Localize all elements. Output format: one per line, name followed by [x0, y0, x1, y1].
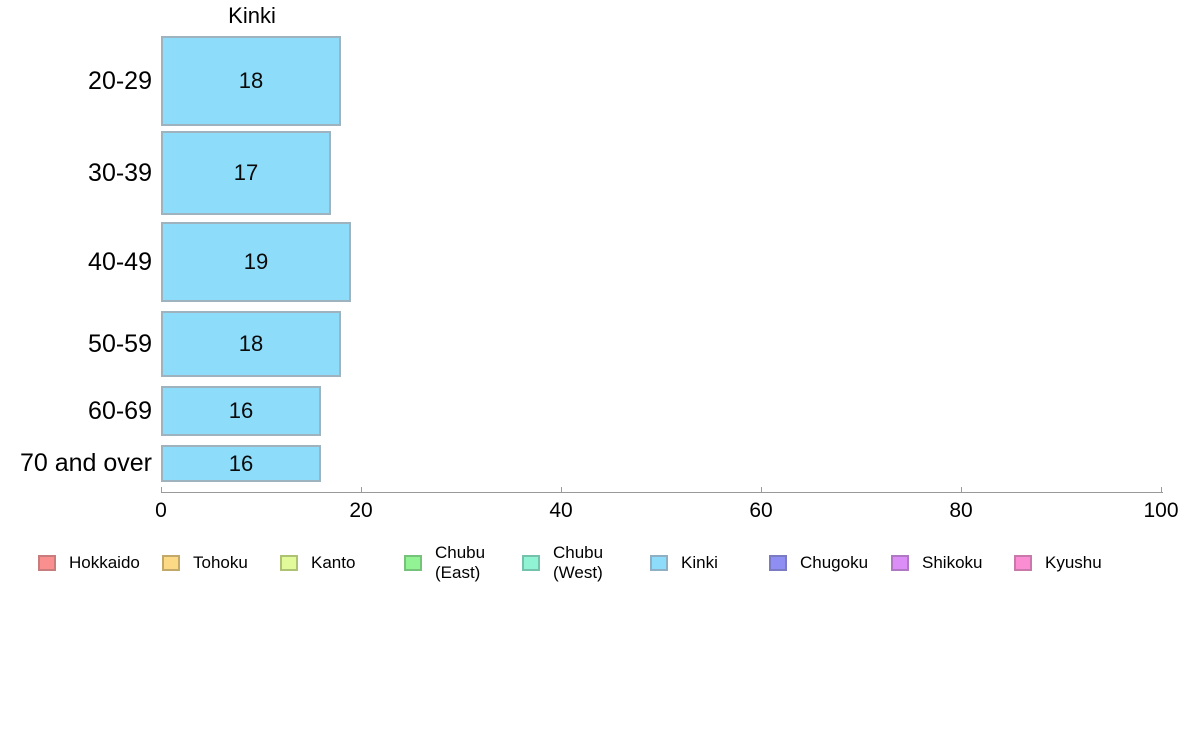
x-axis-tick-label: 100	[1143, 499, 1179, 522]
bar: 19	[161, 222, 351, 302]
bar: 16	[161, 445, 321, 482]
legend-label: Shikoku	[922, 553, 983, 572]
x-axis-tick	[361, 487, 362, 492]
category-label: 50-59	[88, 329, 152, 358]
legend-swatch	[162, 555, 180, 571]
bar-row: 50-59 18	[0, 311, 1188, 377]
legend-swatch	[1014, 555, 1032, 571]
x-axis-tick	[161, 487, 162, 492]
value-label: 17	[233, 160, 259, 185]
chart-title: Kinki	[228, 3, 276, 28]
category-label: 30-39	[88, 158, 152, 187]
legend-swatch	[522, 555, 540, 571]
x-axis-tick-label: 0	[155, 499, 167, 522]
category-label: 20-29	[88, 66, 152, 95]
legend-swatch	[280, 555, 298, 571]
bar: 17	[161, 131, 331, 215]
x-axis-tick	[561, 487, 562, 492]
x-axis-tick	[761, 487, 762, 492]
legend-item: Chubu (East)	[404, 540, 485, 586]
legend-item: Chubu (West)	[522, 540, 603, 586]
category-label: 60-69	[88, 396, 152, 425]
legend-label: Kyushu	[1045, 553, 1102, 572]
x-axis-tick-label: 80	[949, 499, 973, 522]
legend-label: Chubu (West)	[553, 543, 604, 582]
legend-swatch	[404, 555, 422, 571]
legend-item: Chugoku	[769, 540, 868, 586]
bar-row: 30-39 17	[0, 131, 1188, 215]
legend-label: Kinki	[681, 553, 718, 572]
legend-item: Hokkaido	[38, 540, 140, 586]
bar: 18	[161, 311, 341, 377]
value-label: 16	[228, 398, 254, 423]
value-label: 18	[238, 331, 264, 356]
bar-row: 60-69 16	[0, 386, 1188, 436]
legend-label: Hokkaido	[69, 553, 140, 572]
legend-item: Kanto	[280, 540, 355, 586]
category-label: 40-49	[88, 247, 152, 276]
bar: 18	[161, 36, 341, 126]
legend-item: Kyushu	[1014, 540, 1102, 586]
bar-row: 40-49 19	[0, 222, 1188, 302]
value-label: 16	[228, 450, 254, 476]
x-axis-tick	[961, 487, 962, 492]
legend-item: Tohoku	[162, 540, 248, 586]
value-label: 18	[238, 68, 264, 93]
x-axis-line	[161, 492, 1163, 493]
bar-row: 70 and over 16	[0, 445, 1188, 482]
legend-item: Kinki	[650, 540, 718, 586]
x-axis-tick-label: 20	[349, 499, 373, 522]
x-axis-tick	[1161, 487, 1162, 492]
legend-swatch	[769, 555, 787, 571]
legend-label: Tohoku	[193, 553, 248, 572]
x-axis-tick-label: 60	[749, 499, 773, 522]
bar-row: 20-29 18	[0, 36, 1188, 126]
legend-label: Chubu (East)	[435, 543, 486, 582]
category-label: 70 and over	[19, 449, 152, 477]
legend-label: Chugoku	[800, 553, 869, 572]
legend-swatch	[650, 555, 668, 571]
bar: 16	[161, 386, 321, 436]
legend-swatch	[38, 555, 56, 571]
legend-swatch	[891, 555, 909, 571]
legend-label: Kanto	[311, 553, 356, 572]
x-axis-tick-label: 40	[549, 499, 573, 522]
legend-item: Shikoku	[891, 540, 982, 586]
legend: Hokkaido Tohoku Kanto Chubu (East) Chubu…	[0, 540, 1188, 586]
value-label: 19	[243, 249, 269, 274]
